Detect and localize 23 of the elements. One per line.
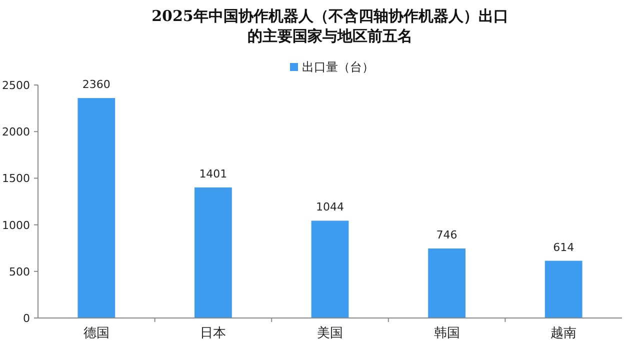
bar bbox=[544, 260, 582, 318]
y-tick-label: 500 bbox=[9, 265, 30, 278]
legend-label: 出口量（台） bbox=[302, 60, 374, 74]
y-tick-label: 2000 bbox=[2, 126, 30, 139]
bar bbox=[194, 187, 232, 318]
x-tick-label: 越南 bbox=[550, 326, 577, 341]
chart-title: 2025年中国协作机器人（不含四轴协作机器人）出口的主要国家与地区前五名 bbox=[150, 6, 510, 46]
x-tick-label: 日本 bbox=[200, 326, 226, 341]
x-tick-label: 美国 bbox=[317, 325, 343, 341]
data-label: 746 bbox=[436, 228, 458, 242]
x-tick-label: 韩国 bbox=[434, 326, 460, 341]
data-label: 614 bbox=[553, 240, 574, 254]
y-tick-label: 1000 bbox=[2, 218, 30, 232]
y-tick-label: 0 bbox=[23, 312, 30, 325]
data-label: 1044 bbox=[316, 200, 344, 214]
bar bbox=[311, 220, 349, 318]
bar bbox=[78, 98, 116, 318]
bar bbox=[428, 248, 466, 318]
y-tick-label: 2500 bbox=[2, 79, 30, 92]
data-label: 2360 bbox=[82, 78, 110, 92]
x-tick-label: 德国 bbox=[83, 326, 110, 341]
y-tick-label: 1500 bbox=[2, 172, 30, 186]
data-label: 1401 bbox=[199, 167, 228, 180]
